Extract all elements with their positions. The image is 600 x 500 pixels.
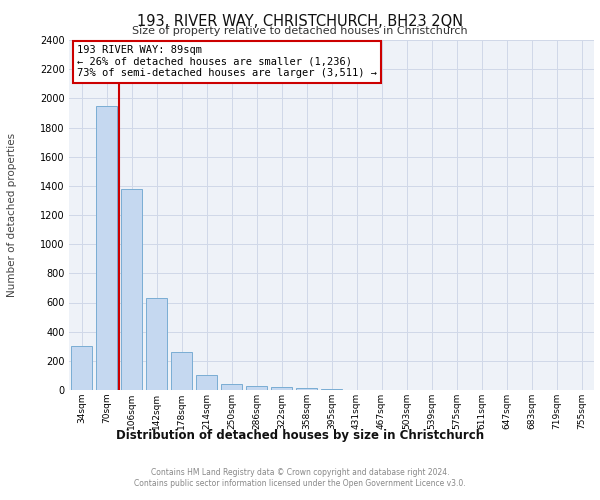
Bar — [221, 384, 242, 390]
Text: Size of property relative to detached houses in Christchurch: Size of property relative to detached ho… — [132, 26, 468, 36]
Bar — [321, 388, 342, 390]
Text: 193, RIVER WAY, CHRISTCHURCH, BH23 2QN: 193, RIVER WAY, CHRISTCHURCH, BH23 2QN — [137, 14, 463, 30]
Text: Contains HM Land Registry data © Crown copyright and database right 2024.
Contai: Contains HM Land Registry data © Crown c… — [134, 468, 466, 487]
Bar — [171, 352, 192, 390]
Bar — [121, 188, 142, 390]
Bar — [271, 387, 292, 390]
Text: 193 RIVER WAY: 89sqm
← 26% of detached houses are smaller (1,236)
73% of semi-de: 193 RIVER WAY: 89sqm ← 26% of detached h… — [77, 46, 377, 78]
Bar — [196, 376, 217, 390]
Bar — [246, 386, 267, 390]
Text: Number of detached properties: Number of detached properties — [7, 133, 17, 297]
Bar — [71, 346, 92, 390]
Bar — [296, 388, 317, 390]
Bar — [96, 106, 117, 390]
Bar — [146, 298, 167, 390]
Text: Distribution of detached houses by size in Christchurch: Distribution of detached houses by size … — [116, 430, 484, 442]
